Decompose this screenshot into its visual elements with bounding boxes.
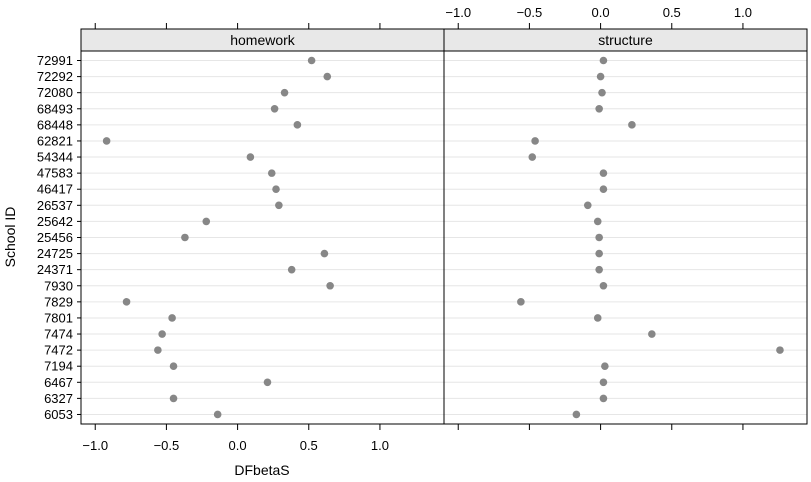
y-tick-label-24371: 24371 bbox=[37, 262, 73, 277]
panel-frame-structure bbox=[443, 28, 808, 425]
data-point-structure-7801 bbox=[593, 314, 602, 322]
data-point-structure-7472 bbox=[776, 346, 784, 354]
y-tick-label-7801: 7801 bbox=[44, 310, 73, 325]
y-tick-label-7930: 7930 bbox=[44, 278, 73, 293]
data-point-structure-24725 bbox=[595, 249, 603, 258]
x-tick-label: 0.5 bbox=[300, 438, 318, 453]
data-point-structure-46417 bbox=[599, 185, 608, 194]
data-point-structure-24371 bbox=[595, 265, 603, 274]
y-tick-label-7474: 7474 bbox=[44, 327, 73, 342]
x-tick-label: −0.5 bbox=[517, 5, 543, 20]
x-tick-label: 0.0 bbox=[229, 438, 247, 453]
x-tick-label: 0.0 bbox=[592, 5, 610, 20]
y-tick-label-47583: 47583 bbox=[37, 166, 73, 181]
y-tick-label-72991: 72991 bbox=[37, 53, 73, 68]
data-point-homework-68493 bbox=[270, 104, 279, 113]
y-tick-label-68493: 68493 bbox=[37, 101, 73, 116]
data-point-homework-25456 bbox=[181, 233, 189, 242]
data-point-structure-25642 bbox=[593, 217, 602, 226]
data-point-structure-68448 bbox=[628, 121, 636, 129]
data-point-structure-6053 bbox=[572, 410, 581, 419]
y-tick-label-6327: 6327 bbox=[44, 391, 73, 406]
data-point-homework-7474 bbox=[158, 330, 166, 338]
y-tick-label-62821: 62821 bbox=[37, 133, 73, 148]
y-tick-label-72080: 72080 bbox=[37, 85, 73, 100]
x-tick-label: −0.5 bbox=[154, 438, 180, 453]
y-tick-label-24725: 24725 bbox=[37, 246, 73, 261]
y-tick-label-72292: 72292 bbox=[37, 69, 73, 84]
data-point-homework-7829 bbox=[122, 298, 131, 306]
data-point-structure-47583 bbox=[599, 169, 608, 177]
y-tick-label-6053: 6053 bbox=[44, 407, 73, 422]
panel-frame-homework bbox=[80, 28, 445, 425]
panel-strip-structure bbox=[444, 29, 807, 51]
x-tick-label: 1.0 bbox=[734, 5, 752, 20]
data-point-structure-26537 bbox=[583, 201, 592, 210]
x-tick-label: 0.5 bbox=[663, 5, 681, 20]
x-tick-label: 1.0 bbox=[371, 438, 389, 453]
data-point-homework-6327 bbox=[169, 394, 178, 403]
data-point-homework-25642 bbox=[202, 217, 211, 226]
data-point-structure-7194 bbox=[601, 362, 609, 371]
data-point-homework-7930 bbox=[326, 281, 334, 290]
data-point-homework-24371 bbox=[287, 265, 296, 274]
y-tick-label-68448: 68448 bbox=[37, 117, 73, 132]
y-tick-label-6467: 6467 bbox=[44, 375, 73, 390]
data-point-homework-54344 bbox=[246, 153, 255, 161]
data-point-structure-72292 bbox=[596, 72, 605, 81]
data-point-structure-72080 bbox=[598, 88, 606, 97]
data-point-homework-6467 bbox=[263, 378, 272, 387]
y-tick-label-25456: 25456 bbox=[37, 230, 73, 245]
y-tick-label-7194: 7194 bbox=[44, 359, 73, 374]
data-point-structure-68493 bbox=[595, 104, 603, 113]
data-point-homework-6053 bbox=[213, 410, 222, 419]
strip-label-homework: homework bbox=[230, 32, 296, 48]
y-tick-label-7472: 7472 bbox=[44, 343, 73, 358]
data-point-homework-72292 bbox=[323, 72, 332, 81]
data-point-homework-72991 bbox=[307, 56, 316, 65]
data-point-structure-6327 bbox=[599, 394, 608, 403]
data-point-structure-72991 bbox=[599, 56, 608, 65]
data-point-structure-62821 bbox=[531, 137, 539, 145]
x-tick-label: −1.0 bbox=[82, 438, 108, 453]
y-tick-label-7829: 7829 bbox=[44, 294, 73, 309]
y-tick-label-26537: 26537 bbox=[37, 198, 73, 213]
data-point-structure-25456 bbox=[595, 233, 603, 242]
y-axis-title: School ID bbox=[2, 207, 18, 268]
data-point-homework-68448 bbox=[293, 121, 302, 129]
data-point-homework-46417 bbox=[272, 185, 280, 194]
data-point-homework-24725 bbox=[320, 249, 329, 258]
x-axis-title: DFbetaS bbox=[234, 462, 289, 478]
data-point-homework-26537 bbox=[275, 201, 283, 210]
y-tick-label-46417: 46417 bbox=[37, 182, 73, 197]
data-point-structure-7829 bbox=[517, 298, 525, 306]
data-point-structure-7930 bbox=[599, 281, 608, 290]
data-point-structure-6467 bbox=[599, 378, 608, 387]
data-point-homework-47583 bbox=[267, 169, 276, 177]
data-point-homework-62821 bbox=[102, 137, 111, 145]
data-point-homework-7472 bbox=[154, 346, 162, 354]
data-point-homework-7194 bbox=[169, 362, 178, 371]
data-point-structure-54344 bbox=[528, 153, 537, 161]
data-point-homework-7801 bbox=[168, 314, 176, 322]
x-tick-label: −1.0 bbox=[445, 5, 471, 20]
y-tick-label-25642: 25642 bbox=[37, 214, 73, 229]
data-point-structure-7474 bbox=[648, 330, 656, 338]
strip-label-structure: structure bbox=[598, 32, 653, 48]
data-point-homework-72080 bbox=[280, 88, 289, 97]
panel-strip-homework bbox=[81, 29, 444, 51]
y-tick-label-54344: 54344 bbox=[37, 150, 73, 165]
